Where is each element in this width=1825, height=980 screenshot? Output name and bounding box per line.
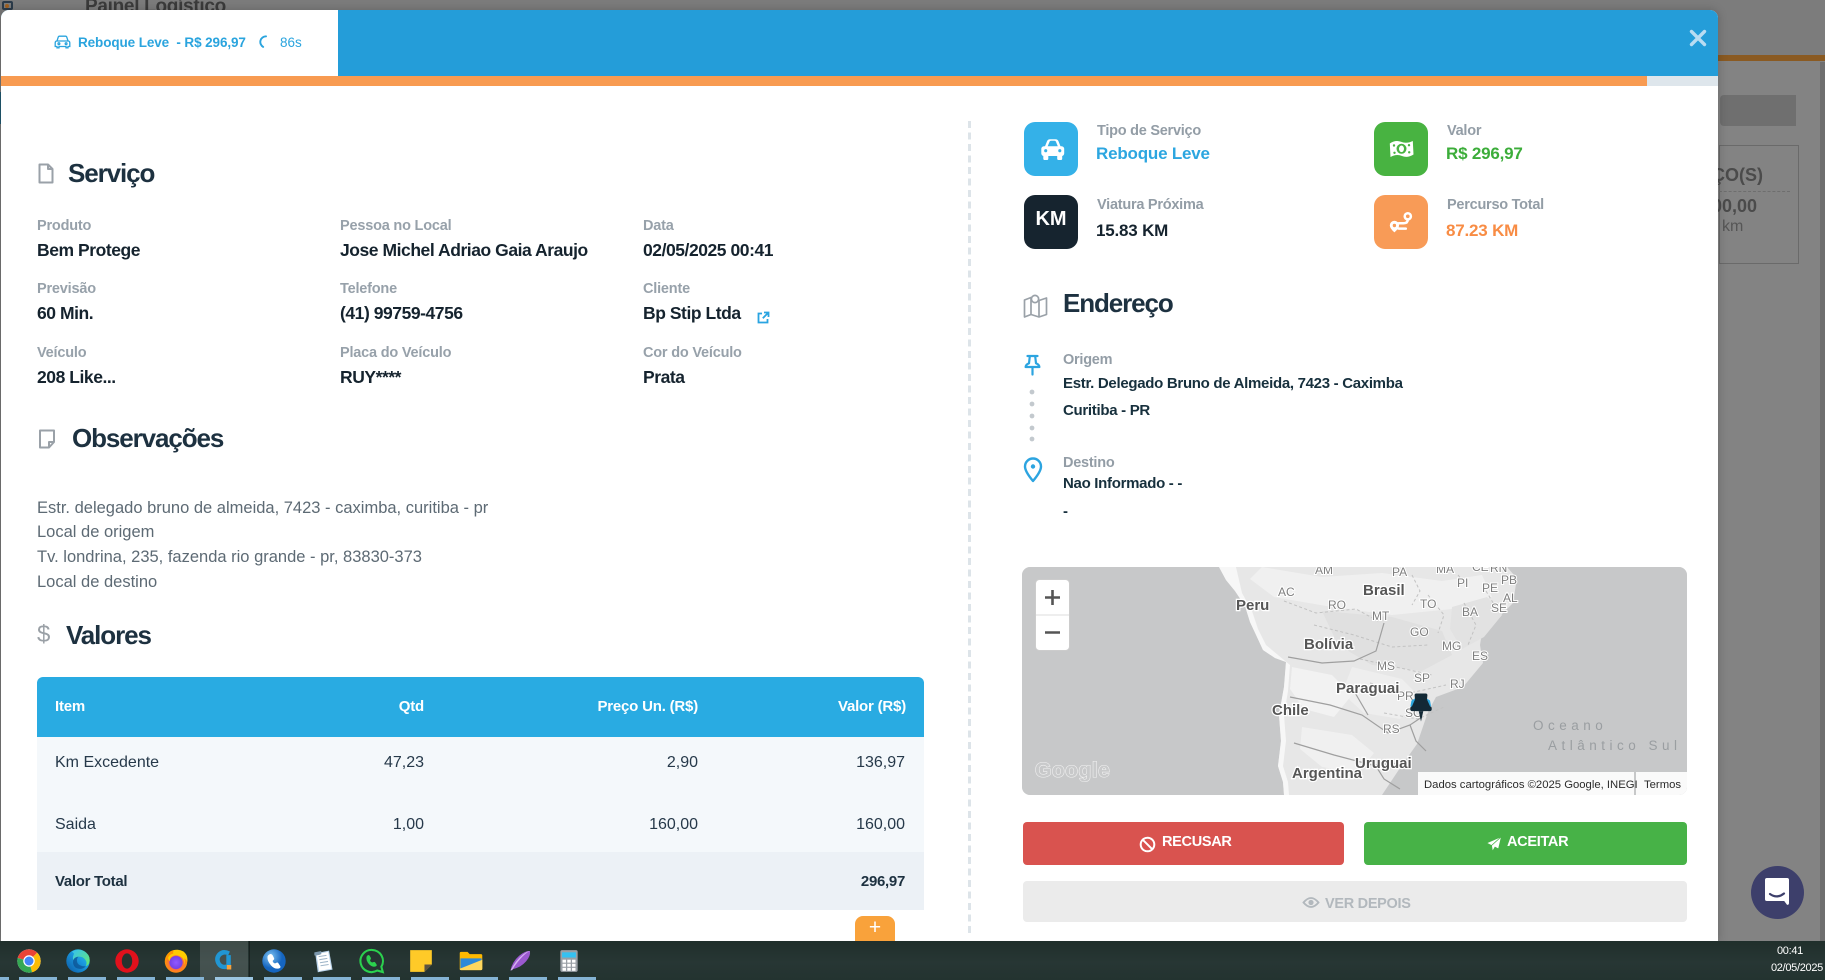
svg-text:CE: CE <box>1472 567 1489 574</box>
svg-text:RO: RO <box>1328 598 1346 612</box>
svg-text:MG: MG <box>1442 639 1461 653</box>
svg-text:Bolívia: Bolívia <box>1304 636 1354 653</box>
svg-text:PI: PI <box>1457 576 1468 590</box>
svg-text:GO: GO <box>1410 625 1429 639</box>
svg-text:Argentina: Argentina <box>1292 765 1363 782</box>
svg-text:MT: MT <box>1372 609 1390 623</box>
svg-text:Google: Google <box>1035 759 1110 782</box>
svg-text:Paraguai: Paraguai <box>1336 680 1399 697</box>
svg-text:PA: PA <box>1392 567 1407 579</box>
svg-text:Termos: Termos <box>1644 779 1681 791</box>
svg-text:AL: AL <box>1503 591 1518 605</box>
svg-text:Peru: Peru <box>1236 597 1269 614</box>
svg-text:RJ: RJ <box>1450 677 1465 691</box>
svg-text:RN: RN <box>1490 567 1507 575</box>
svg-text:Oceano: Oceano <box>1533 718 1607 733</box>
svg-text:SP: SP <box>1414 671 1430 685</box>
svg-text:AC: AC <box>1278 585 1295 599</box>
svg-text:AM: AM <box>1315 567 1333 577</box>
svg-text:ES: ES <box>1472 649 1488 663</box>
svg-text:RS: RS <box>1383 722 1400 736</box>
svg-text:MA: MA <box>1436 567 1454 576</box>
svg-text:BA: BA <box>1462 605 1478 619</box>
svg-text:TO: TO <box>1420 597 1436 611</box>
svg-text:Uruguai: Uruguai <box>1355 755 1412 772</box>
svg-text:PR: PR <box>1397 689 1414 703</box>
svg-text:Brasil: Brasil <box>1363 582 1405 599</box>
svg-text:Chile: Chile <box>1272 702 1309 719</box>
svg-text:MS: MS <box>1377 659 1395 673</box>
svg-text:Atlântico Sul: Atlântico Sul <box>1548 738 1682 753</box>
svg-text:PE: PE <box>1482 581 1498 595</box>
svg-text:PB: PB <box>1501 573 1517 587</box>
svg-text:Dados cartográficos ©2025 Goog: Dados cartográficos ©2025 Google, INEGI <box>1424 779 1638 791</box>
svg-text:SE: SE <box>1491 601 1507 615</box>
